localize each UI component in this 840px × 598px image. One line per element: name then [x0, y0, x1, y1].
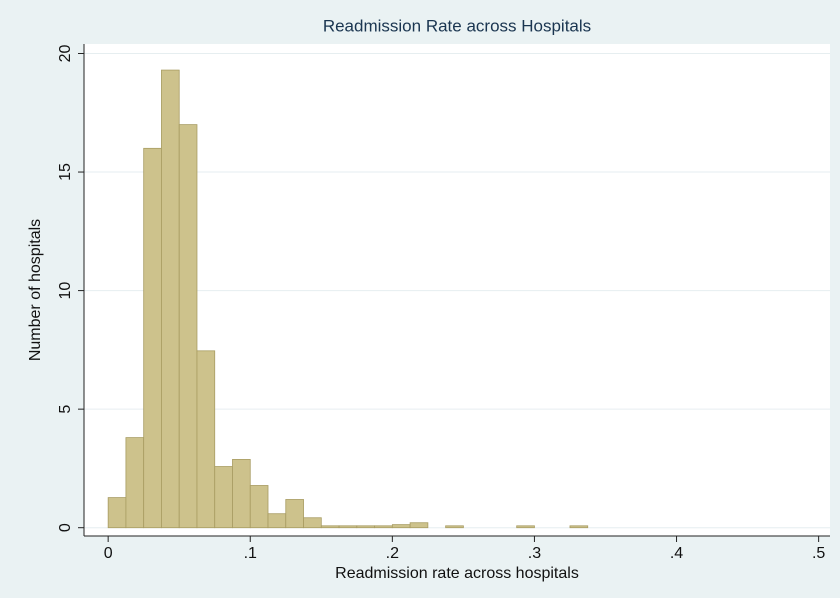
bar — [391, 524, 411, 529]
bar — [356, 525, 375, 529]
bar — [338, 525, 358, 529]
bar — [267, 513, 287, 529]
x-tick-label: .4 — [670, 545, 683, 562]
bar — [569, 525, 589, 529]
bar — [143, 147, 162, 529]
x-tick-label: .1 — [244, 545, 257, 562]
bar — [196, 350, 216, 529]
x-tick-label: 0 — [104, 545, 113, 562]
bar — [232, 459, 251, 529]
bar — [516, 525, 535, 529]
bar — [445, 525, 464, 529]
bar — [374, 525, 393, 529]
x-tick-label: .3 — [528, 545, 541, 562]
bar — [303, 517, 322, 529]
bar — [178, 124, 198, 529]
y-tick-label: 0 — [57, 523, 74, 532]
y-axis-label: Number of hospitals — [27, 219, 44, 361]
y-tick-label: 15 — [57, 163, 74, 181]
bar — [107, 497, 127, 529]
bar — [320, 525, 340, 529]
y-tick-label: 10 — [57, 282, 74, 300]
bar — [214, 466, 233, 529]
bar — [249, 485, 269, 529]
x-tick-label: .5 — [812, 545, 825, 562]
bar — [409, 522, 429, 529]
x-tick-label: .2 — [386, 545, 399, 562]
y-tick-label: 20 — [57, 44, 74, 62]
x-axis-label: Readmission rate across hospitals — [335, 565, 579, 582]
bar — [125, 437, 145, 529]
bar — [285, 499, 304, 529]
chart-title: Readmission Rate across Hospitals — [323, 16, 591, 35]
y-tick-label: 5 — [57, 405, 74, 414]
bar — [161, 69, 180, 529]
